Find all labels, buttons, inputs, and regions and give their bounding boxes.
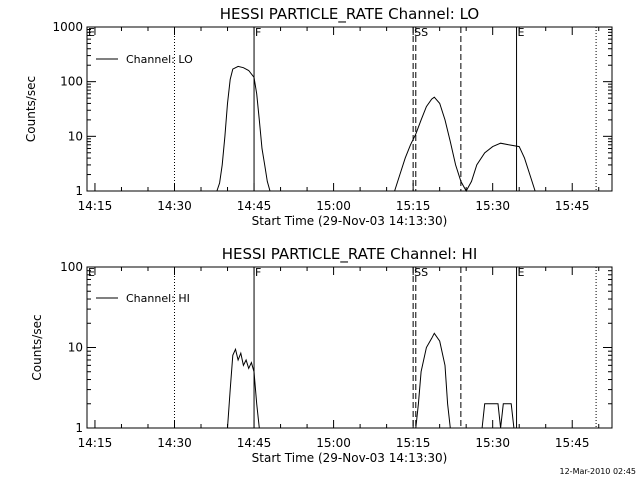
x-tick-label: 15:30 (475, 199, 510, 213)
y-tick-label: 10 (68, 341, 83, 355)
x-tick-label: 15:00 (316, 199, 351, 213)
x-axis-label: Start Time (29-Nov-03 14:13:30) (252, 451, 448, 465)
y-axis-label: Counts/sec (24, 76, 38, 142)
event-flag-label: E (518, 266, 525, 279)
chart-panel-lo: HESSI PARTICLE_RATE Channel: LO 14:15 14:3… (24, 5, 613, 228)
x-tick-label: 14:15 (78, 436, 113, 450)
plot-frame (86, 26, 613, 192)
event-flag-label: SS (414, 266, 428, 279)
event-flag-label: E (518, 26, 525, 39)
event-flag-label: SS (414, 26, 428, 39)
legend-label: Channel: HI (126, 292, 190, 305)
chart-title: HESSI PARTICLE_RATE Channel: LO (220, 5, 479, 24)
x-tick-label: 14:45 (237, 199, 272, 213)
x-tick-label: 14:45 (237, 436, 272, 450)
series-line (216, 65, 536, 193)
series-line (227, 332, 515, 429)
y-tick-label: 10 (68, 129, 83, 143)
x-tick-label: 15:45 (555, 199, 590, 213)
y-tick-label: 1000 (52, 20, 83, 34)
y-tick-label: 100 (60, 260, 83, 274)
y-tick-label: 1 (75, 421, 83, 435)
chart-title: HESSI PARTICLE_RATE Channel: HI (222, 245, 478, 264)
x-tick-label: 14:15 (78, 199, 113, 213)
event-flag-label: E (88, 26, 95, 39)
y-tick-label: 1 (75, 184, 83, 198)
x-tick-label: 15:15 (396, 436, 431, 450)
event-flag-label: F (255, 266, 261, 279)
y-tick-label: 100 (60, 75, 83, 89)
x-tick-label: 15:00 (316, 436, 351, 450)
x-tick-label: 14:30 (157, 436, 192, 450)
x-axis-label: Start Time (29-Nov-03 14:13:30) (252, 214, 448, 228)
event-flag-label: E (88, 266, 95, 279)
legend-label: Channel: LO (126, 53, 193, 66)
x-tick-label: 15:45 (555, 436, 590, 450)
x-tick-label: 15:15 (396, 199, 431, 213)
event-flag-label: F (255, 26, 261, 39)
x-tick-label: 15:30 (475, 436, 510, 450)
y-axis-label: Counts/sec (30, 314, 44, 380)
chart-panel-hi: HESSI PARTICLE_RATE Channel: HI 14:15 14:3… (30, 245, 613, 465)
timestamp-label: 12-Mar-2010 02:45 (560, 467, 637, 476)
x-tick-label: 14:30 (157, 199, 192, 213)
